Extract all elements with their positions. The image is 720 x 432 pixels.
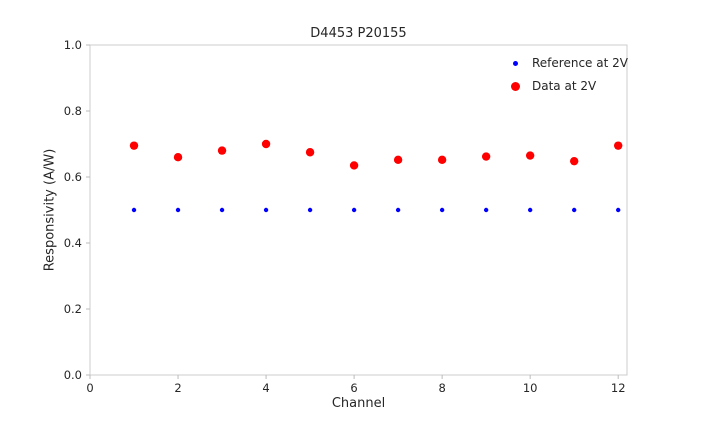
x-axis-label: Channel bbox=[331, 396, 386, 411]
reference-point bbox=[175, 207, 181, 213]
y-tick-label: 0.6 bbox=[64, 170, 82, 184]
legend-item-reference: Reference at 2V bbox=[506, 56, 628, 70]
x-tick-label: 2 bbox=[174, 381, 181, 395]
data-point bbox=[525, 151, 535, 160]
data-point bbox=[129, 141, 139, 150]
x-tick-label: 6 bbox=[350, 381, 357, 395]
reference-point bbox=[351, 207, 357, 213]
y-tick-label: 0.0 bbox=[64, 368, 82, 382]
reference-point bbox=[615, 207, 621, 213]
reference-point bbox=[131, 207, 137, 213]
data-point bbox=[173, 153, 183, 162]
y-tick-label: 1.0 bbox=[64, 38, 82, 52]
legend-label-data: Data at 2V bbox=[532, 79, 597, 93]
y-tick-label: 0.8 bbox=[64, 104, 82, 118]
data-point bbox=[481, 152, 491, 161]
reference-point bbox=[395, 207, 401, 213]
reference-point bbox=[483, 207, 489, 213]
axes-box bbox=[89, 44, 628, 376]
legend-marker-box bbox=[506, 60, 524, 66]
legend: Reference at 2V Data at 2V bbox=[506, 56, 628, 93]
data-point bbox=[305, 148, 315, 157]
data-point bbox=[393, 155, 403, 165]
reference-point bbox=[263, 207, 269, 213]
reference-point bbox=[527, 207, 533, 213]
x-tick-label: 8 bbox=[438, 381, 445, 395]
legend-item-data: Data at 2V bbox=[506, 79, 628, 93]
chart-title: D4453 P20155 bbox=[310, 26, 407, 41]
data-point bbox=[437, 155, 447, 165]
legend-label-reference: Reference at 2V bbox=[532, 56, 628, 70]
x-tick-label: 4 bbox=[262, 381, 269, 395]
y-axis-label: Responsivity (A/W) bbox=[42, 148, 58, 272]
data-point bbox=[569, 156, 579, 166]
y-tick-label: 0.2 bbox=[64, 302, 82, 316]
reference-point bbox=[219, 207, 225, 213]
data-point bbox=[613, 141, 623, 150]
x-tick-label: 12 bbox=[611, 381, 626, 395]
reference-series-marker-icon bbox=[512, 60, 518, 66]
legend-marker-box bbox=[506, 81, 524, 91]
reference-point bbox=[571, 207, 577, 213]
data-point bbox=[349, 161, 359, 170]
data-point bbox=[261, 139, 271, 149]
data-point bbox=[217, 146, 227, 155]
x-tick-label: 0 bbox=[86, 381, 93, 395]
reference-point bbox=[439, 207, 445, 213]
data-series-marker-icon bbox=[510, 81, 520, 91]
y-tick-label: 0.4 bbox=[64, 236, 82, 250]
x-tick-label: 10 bbox=[523, 381, 538, 395]
reference-point bbox=[307, 207, 313, 213]
